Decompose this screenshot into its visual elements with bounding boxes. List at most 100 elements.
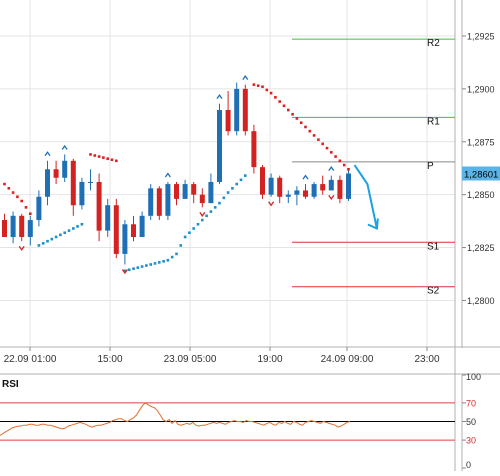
sar-dot (192, 227, 195, 230)
rsi-tick-label: 30 (466, 436, 476, 446)
pivot-level-label: R2 (427, 38, 440, 49)
sar-dot (153, 262, 157, 265)
fractal-down-marker (121, 269, 128, 275)
candle-bullish (285, 194, 291, 197)
sar-dot (231, 187, 234, 190)
sar-dot (59, 233, 62, 237)
sar-dot (158, 261, 161, 264)
pivot-level-label: S1 (427, 241, 440, 252)
sar-dot (244, 174, 247, 177)
fractal-up-marker (242, 75, 249, 81)
candle-bearish (242, 88, 248, 132)
fractal-up-marker (164, 172, 171, 178)
sar-dot (3, 182, 6, 186)
candle-bullish (79, 181, 85, 206)
rsi-line (0, 402, 351, 436)
rsi-tick-label: 50 (466, 417, 476, 427)
candle-bullish (208, 181, 214, 204)
sar-dot (179, 244, 183, 247)
candle-bearish (19, 215, 25, 237)
sar-dot (170, 255, 174, 259)
sar-dot (239, 178, 243, 182)
sar-dot (295, 117, 299, 120)
candle-bullish (268, 177, 274, 195)
sar-dot (222, 196, 226, 200)
fractal-down-marker (199, 211, 206, 217)
candle-bearish (260, 167, 265, 195)
sar-dot (106, 157, 109, 160)
candle-bearish (277, 177, 283, 197)
candle-bearish (96, 181, 102, 231)
sar-dot (308, 129, 312, 133)
candle-bearish (174, 184, 179, 199)
sar-dot (347, 167, 350, 171)
sar-dot (89, 153, 92, 156)
sar-dot (63, 231, 66, 235)
y-tick-label: 1,2925 (467, 31, 495, 41)
candle-bullish (165, 184, 171, 216)
sar-dot (342, 163, 346, 167)
x-tick-label: 22.09 01:00 (4, 354, 57, 365)
sar-dot (162, 260, 165, 263)
candle-bullish (148, 188, 154, 216)
sar-dot (50, 237, 54, 241)
y-tick-label: 1,2800 (467, 296, 495, 306)
forecast-arrow-head (367, 218, 379, 230)
rsi-tick-label: 70 (466, 398, 476, 408)
sar-dot (115, 159, 118, 163)
candle-bearish (199, 194, 205, 204)
sar-dot (11, 191, 15, 194)
sar-dot (54, 235, 58, 239)
sar-dot (252, 83, 256, 86)
sar-dot (330, 151, 333, 154)
y-tick-label: 1,2875 (467, 137, 495, 147)
candle-bearish (53, 169, 59, 178)
sar-dot (274, 96, 277, 99)
sar-dot (102, 156, 105, 159)
fractal-up-marker (328, 165, 335, 171)
sar-dot (287, 108, 290, 112)
sar-dot (136, 266, 140, 269)
sar-dot (37, 244, 41, 247)
candle-bullish (62, 160, 68, 178)
x-tick-label: 19:00 (257, 354, 282, 365)
candle-bullish (346, 173, 351, 199)
sar-dot (256, 84, 260, 87)
pivot-level-label: P (427, 161, 434, 172)
x-tick-label: 23.09 05:00 (164, 354, 217, 365)
fractal-up-marker (44, 151, 51, 157)
sar-dot (269, 91, 273, 95)
sar-dot (261, 85, 264, 89)
sar-dot (72, 227, 75, 230)
sar-dot (145, 264, 148, 267)
pivot-level-label: S2 (427, 286, 440, 297)
forecast-arrow (353, 164, 378, 229)
rsi-tick-label: 0 (466, 460, 471, 470)
candle-bearish (113, 205, 119, 254)
sar-dot (218, 201, 221, 205)
candle-bearish (2, 220, 7, 237)
sar-dot (29, 212, 32, 216)
candle-bullish (294, 190, 300, 195)
candle-bearish (191, 184, 197, 195)
current-price-label: 1,28601 (464, 170, 498, 181)
sar-dot (235, 182, 238, 186)
sar-dot (265, 88, 269, 92)
candle-bullish (217, 110, 222, 182)
sar-dot (132, 267, 135, 271)
sar-dot (7, 187, 11, 190)
sar-dot (20, 199, 23, 203)
sar-dot (312, 134, 316, 137)
sar-dot (67, 229, 71, 232)
sar-dot (205, 214, 208, 218)
sar-dot (140, 265, 144, 268)
y-tick-label: 1,2825 (467, 243, 495, 253)
sar-dot (41, 242, 45, 245)
sar-dot (188, 231, 191, 235)
sar-dot (317, 138, 320, 141)
pivot-level-label: R1 (427, 116, 440, 127)
sar-dot (110, 158, 114, 162)
